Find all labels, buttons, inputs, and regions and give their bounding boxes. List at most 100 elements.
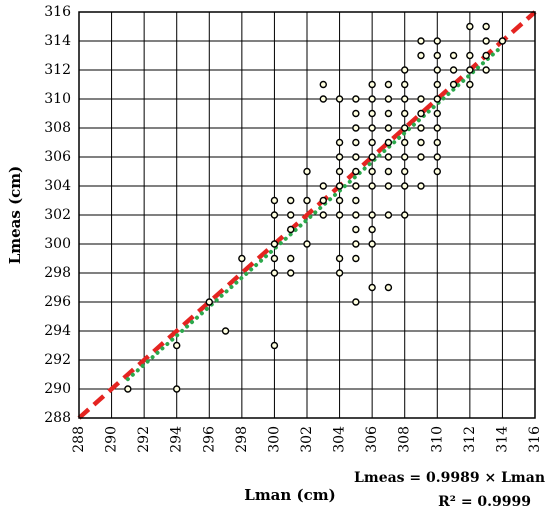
x-tick-label: 316 [527, 426, 543, 453]
regression-line [125, 43, 505, 382]
x-tick-label: 302 [299, 426, 315, 453]
data-point [270, 254, 279, 263]
data-points [124, 22, 507, 393]
data-point [352, 124, 360, 132]
data-point [319, 196, 327, 205]
data-point [287, 269, 295, 277]
data-point [401, 153, 409, 161]
data-point [352, 196, 360, 205]
data-point [303, 196, 311, 205]
data-point [368, 225, 376, 234]
data-point [352, 240, 360, 248]
data-point [287, 211, 295, 219]
data-point [401, 182, 409, 190]
data-point [368, 167, 376, 176]
data-point [368, 240, 376, 248]
data-point [417, 95, 425, 103]
data-point [433, 80, 441, 89]
data-point [124, 385, 132, 393]
equation-annotation: Lmeas = 0.9989 × Lman [354, 470, 545, 486]
data-point [401, 138, 409, 147]
data-point [384, 153, 393, 161]
data-point [401, 167, 409, 176]
y-tick-labels: 288 290 292 294 296 298 300 302 304 306 308 310 312 3… [44, 4, 71, 426]
data-point [401, 211, 409, 219]
data-point [287, 196, 295, 205]
data-point [449, 51, 458, 60]
data-point [335, 196, 344, 205]
data-point [384, 167, 393, 176]
data-point [173, 385, 181, 393]
data-point [368, 80, 376, 89]
x-tick-label: 314 [494, 426, 510, 453]
data-point [270, 240, 279, 248]
data-point [384, 80, 393, 89]
y-tick-label: 306 [44, 149, 71, 165]
r-squared-annotation: R² = 0.9999 [438, 494, 531, 510]
data-point [352, 138, 360, 147]
data-point [352, 298, 360, 306]
y-tick-label: 298 [44, 265, 71, 281]
data-point [433, 124, 441, 132]
x-tick-label: 306 [364, 426, 380, 453]
y-tick-label: 296 [44, 294, 71, 310]
data-point [270, 341, 279, 350]
data-point [401, 66, 409, 74]
data-point [482, 51, 490, 60]
data-point [238, 254, 246, 263]
data-point [433, 95, 441, 103]
data-point [384, 124, 393, 132]
y-tick-label: 290 [44, 381, 71, 397]
data-point [335, 182, 344, 190]
data-point [417, 124, 425, 132]
data-point [368, 109, 376, 118]
y-axis-title: Lmeas (cm) [6, 166, 24, 265]
data-point [466, 66, 474, 74]
y-tick-label: 314 [44, 33, 71, 49]
data-point [417, 182, 425, 190]
data-point [173, 341, 181, 350]
data-point [368, 283, 376, 292]
data-point [433, 37, 441, 45]
data-point [303, 167, 311, 176]
data-point [205, 298, 213, 306]
data-point [449, 66, 458, 74]
data-point [384, 138, 393, 147]
data-point [368, 138, 376, 147]
y-tick-label: 302 [44, 207, 71, 223]
data-point [449, 80, 458, 89]
data-point [384, 283, 393, 292]
data-point [433, 66, 441, 74]
x-tick-label: 294 [169, 426, 185, 453]
data-point [270, 211, 279, 219]
y-tick-label: 292 [44, 352, 71, 368]
x-tick-label: 292 [136, 426, 152, 453]
x-tick-label: 298 [234, 426, 250, 453]
data-point [401, 80, 409, 89]
data-point [482, 22, 490, 31]
data-point [384, 211, 393, 219]
data-point [401, 95, 409, 103]
data-point [319, 95, 327, 103]
data-point [335, 167, 344, 176]
data-point [417, 138, 425, 147]
data-point [417, 37, 425, 45]
data-point [433, 138, 441, 147]
y-tick-label: 288 [44, 410, 71, 426]
data-point [335, 153, 344, 161]
data-point [319, 80, 327, 89]
y-tick-label: 304 [44, 178, 71, 194]
data-point [335, 138, 344, 147]
data-point [352, 211, 360, 219]
data-point [401, 109, 409, 118]
data-point [401, 124, 409, 132]
data-point [287, 225, 295, 234]
data-point [368, 153, 376, 161]
data-point [466, 22, 474, 31]
data-point [417, 109, 425, 118]
data-point [482, 37, 490, 45]
data-point [270, 269, 279, 277]
data-point [335, 254, 344, 263]
data-point [433, 153, 441, 161]
